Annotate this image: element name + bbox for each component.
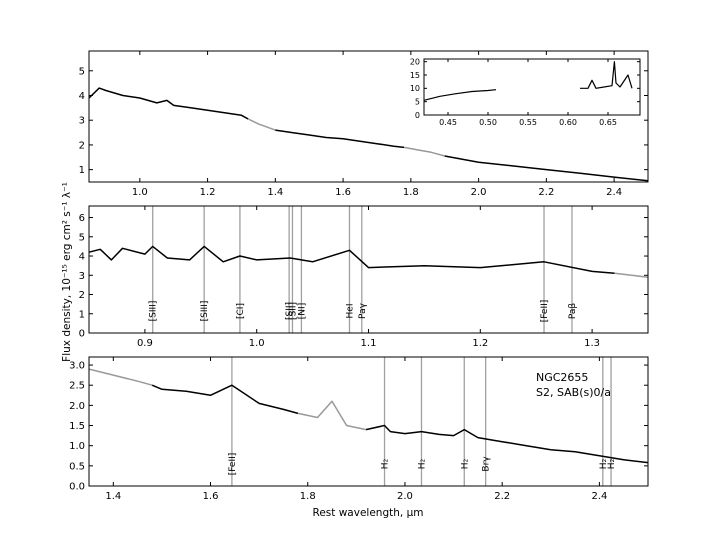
panel-top: 1.0 1.2 1.4 1.6 1.8 2.0 2.2 2.4 1 2 3 4 5 [79, 50, 649, 198]
middle-series-1 [614, 272, 649, 278]
bottom-ytick-label-5: 2.5 [69, 381, 85, 392]
middle-ident-label-7: Paγ [358, 302, 368, 319]
top-series-3 [403, 146, 445, 157]
middle-ident-label-6: HeI [345, 304, 355, 319]
top-xtick-label-6: 2.2 [538, 187, 554, 198]
bottom-xtick-label-5: 2.4 [591, 491, 607, 502]
middle-ident-label-8: [FeII] [540, 300, 550, 323]
top-xtick-label-5: 2.0 [471, 187, 487, 198]
object-name: NGC2655 [536, 371, 588, 384]
middle-frame [88, 205, 649, 334]
middle-ident-label-2: [CI] [236, 303, 246, 319]
top-ytick-label-3: 4 [79, 91, 85, 102]
bottom-ytick-label-6: 3.0 [69, 361, 85, 372]
inset-ytick-label-0: 0 [415, 111, 420, 120]
bottom-xtick-label-3: 2.0 [397, 491, 413, 502]
bottom-ident-label-4: Brγ [482, 456, 492, 472]
y-axis-label: Flux density, 10⁻¹⁵ erg cm² s⁻¹ λ⁻¹ [61, 182, 73, 362]
top-xtick-label-1: 1.2 [200, 187, 216, 198]
middle-ident-label-5: [NI] [297, 303, 307, 319]
middle-xtick-label-3: 1.2 [472, 338, 488, 349]
bottom-ytick-label-4: 2.0 [69, 401, 85, 412]
bottom-series-2 [297, 400, 367, 431]
bottom-series-3 [365, 424, 649, 464]
inset-xtick-label-3: 0.60 [559, 118, 577, 127]
top-xtick-label-4: 1.8 [403, 187, 419, 198]
top-xtick-label-0: 1.0 [132, 187, 148, 198]
inset-ytick-label-3: 15 [410, 71, 420, 80]
bottom-xtick-label-1: 1.6 [203, 491, 219, 502]
middle-series-0 [88, 245, 615, 275]
middle-ident-label-0: [SIII] [149, 301, 159, 322]
bottom-xtick-label-0: 1.4 [105, 491, 121, 502]
panel-middle: [SIII] [SIII] [CI] [SII][SII][NI] HeI Paγ [FeI… [79, 205, 649, 349]
middle-ident-label-3: [SII] [285, 302, 295, 320]
middle-ident-label-4: [SII] [288, 302, 298, 320]
inset-xtick-label-1: 0.50 [479, 118, 497, 127]
top-ytick-label-0: 1 [79, 165, 85, 176]
top-series-2 [275, 129, 405, 149]
bottom-series-1 [151, 384, 299, 415]
middle-ident-label-9: Paβ [568, 303, 578, 320]
top-ytick-label-2: 3 [79, 116, 85, 127]
inset-frame [423, 58, 641, 116]
inset-ytick-label-1: 5 [415, 97, 420, 106]
bottom-series-0 [88, 368, 153, 386]
bottom-frame [88, 356, 649, 487]
inset-series-0 [423, 89, 497, 101]
x-axis-label: Rest wavelength, μm [313, 507, 424, 519]
inset-series-1 [580, 61, 633, 89]
panel-inset: 0.45 0.50 0.55 0.60 0.65 0 5 10 15 20 [410, 57, 641, 127]
bottom-ident-label-2: H₂ [417, 458, 427, 469]
middle-ytick-label-2: 2 [79, 290, 85, 301]
middle-ytick-label-6: 6 [79, 213, 85, 224]
top-xtick-label-2: 1.4 [267, 187, 283, 198]
middle-ytick-label-0: 0 [79, 329, 85, 340]
top-xtick-label-7: 2.4 [606, 187, 622, 198]
top-ytick-label-1: 2 [79, 140, 85, 151]
bottom-xtick-label-2: 1.8 [300, 491, 316, 502]
middle-ytick-label-3: 3 [79, 271, 85, 282]
bottom-ytick-label-0: 0.0 [69, 482, 85, 493]
top-series-0 [88, 87, 249, 120]
bottom-ident-label-1: H₂ [381, 458, 391, 469]
bottom-ident-label-5: H₂ [599, 458, 609, 469]
bottom-ident-label-0: [FeII] [228, 453, 238, 476]
middle-xtick-label-2: 1.1 [361, 338, 377, 349]
bottom-ytick-label-2: 1.0 [69, 441, 85, 452]
inset-xtick-label-0: 0.45 [439, 118, 457, 127]
top-ytick-label-4: 5 [79, 66, 85, 77]
bottom-ytick-label-1: 0.5 [69, 461, 85, 472]
middle-ytick-label-1: 1 [79, 309, 85, 320]
object-type: S2, SAB(s)0/a [536, 386, 611, 399]
bottom-ytick-label-3: 1.5 [69, 421, 85, 432]
bottom-ident-label-6: H₂ [607, 458, 617, 469]
middle-ytick-label-4: 4 [79, 252, 85, 263]
inset-ytick-label-2: 10 [410, 84, 420, 93]
top-xtick-label-3: 1.6 [335, 187, 351, 198]
bottom-xtick-label-4: 2.2 [494, 491, 510, 502]
middle-ytick-label-5: 5 [79, 232, 85, 243]
top-series-1 [247, 118, 276, 131]
middle-xtick-label-0: 0.9 [137, 338, 153, 349]
top-series-4 [444, 155, 649, 182]
middle-xtick-label-4: 1.3 [584, 338, 600, 349]
inset-ytick-label-4: 20 [410, 57, 420, 66]
bottom-ident-label-3: H₂ [460, 458, 470, 469]
inset-xtick-label-4: 0.65 [599, 118, 617, 127]
middle-ident-label-1: [SIII] [200, 301, 210, 322]
inset-xtick-label-2: 0.55 [519, 118, 537, 127]
top-frame [88, 50, 649, 183]
middle-xtick-label-1: 1.0 [249, 338, 265, 349]
